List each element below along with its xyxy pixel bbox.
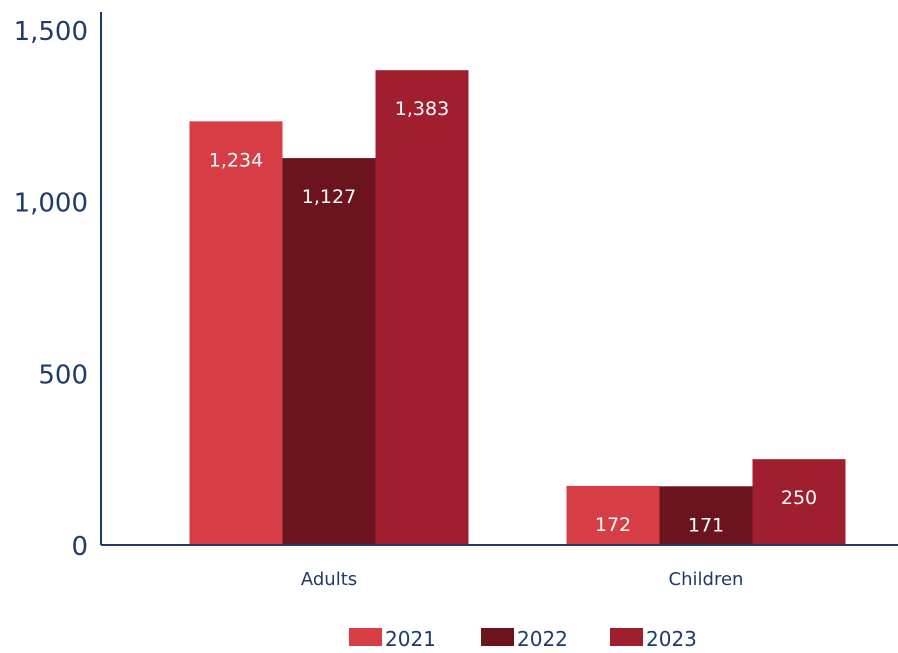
legend-swatch — [481, 628, 514, 646]
legend-swatch — [349, 628, 382, 646]
data-label: 250 — [781, 487, 817, 509]
bar-adults-2023 — [375, 70, 469, 546]
bar-children-2021 — [566, 485, 660, 545]
data-label: 172 — [595, 514, 631, 536]
legend-label: 2022 — [517, 627, 568, 651]
legend-swatch — [610, 628, 643, 646]
legend-item-2023: 2023 — [610, 627, 697, 651]
legend-item-2021: 2021 — [349, 627, 436, 651]
y-axis-ticks: 0 500 1,000 1,500 — [14, 17, 88, 562]
bar-children-2023 — [752, 459, 846, 545]
legend-label: 2021 — [385, 627, 436, 651]
category-labels: Adults Children — [301, 569, 744, 590]
bar-children-2022 — [659, 486, 753, 545]
y-tick-label: 500 — [38, 360, 88, 390]
y-tick-label: 1,000 — [14, 189, 88, 219]
data-labels: 1,234 1,127 1,383 172 171 250 — [209, 98, 817, 536]
x-tick-label: Adults — [301, 569, 357, 590]
data-label: 171 — [688, 514, 724, 536]
data-label: 1,383 — [395, 98, 449, 120]
legend-label: 2023 — [646, 627, 697, 651]
y-tick-label: 0 — [71, 532, 88, 562]
bar-adults-2022 — [282, 158, 376, 545]
x-tick-label: Children — [669, 569, 744, 590]
legend: 2021 2022 2023 — [349, 627, 697, 651]
bars — [189, 70, 846, 546]
data-label: 1,127 — [302, 186, 356, 208]
y-tick-label: 1,500 — [14, 17, 88, 47]
bar-adults-2021 — [189, 121, 283, 546]
data-label: 1,234 — [209, 149, 263, 171]
legend-item-2022: 2022 — [481, 627, 568, 651]
